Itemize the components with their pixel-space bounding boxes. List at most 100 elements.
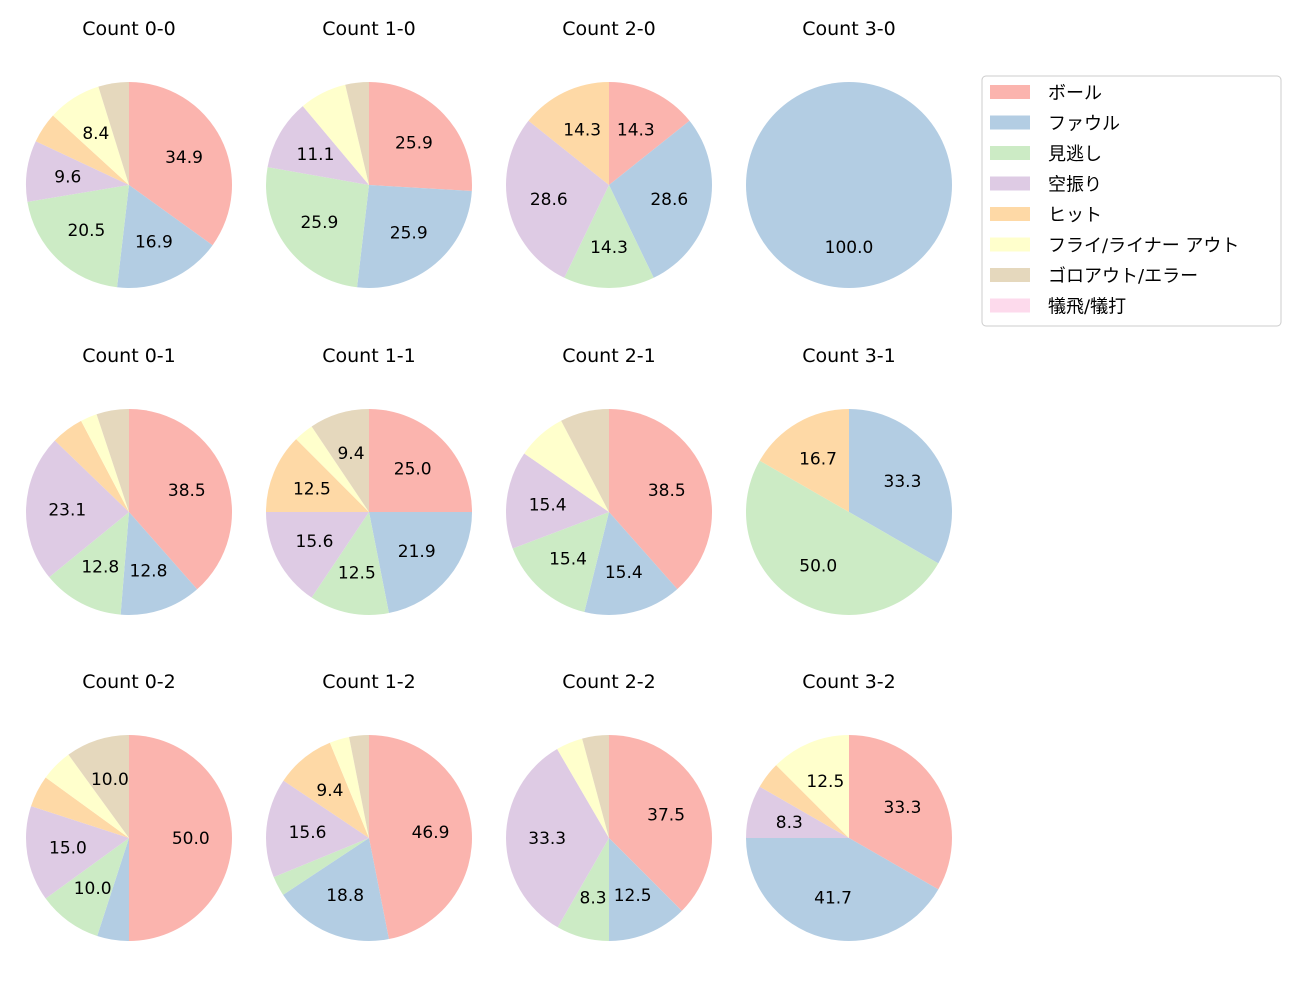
pie-slice [609,838,682,941]
pie-slice [369,409,472,512]
pie-slice [369,512,472,614]
legend-swatch [990,207,1030,221]
legend-entry: ボール [1048,83,1102,104]
slice-label: 15.6 [296,532,334,552]
pie-slice [524,420,609,512]
slice-label: 10.0 [91,770,129,790]
pie-slice [564,185,654,289]
slice-label: 25.9 [395,134,433,154]
slice-label: 11.1 [297,145,335,165]
legend-swatch [990,85,1030,99]
pie-slice [505,749,609,928]
pie-slice [266,780,369,878]
slice-label: 15.4 [549,549,587,569]
pie-slice [129,735,232,941]
slice-label: 12.5 [614,886,652,906]
pie-slice [512,512,609,613]
legend-entry: 犠飛/犠打 [1048,297,1126,318]
pie-slice [345,82,369,185]
pie-slice [759,765,849,838]
pie-slice [120,512,198,615]
pie-title: Count 2-1 [562,345,656,367]
pie-slice [266,439,369,512]
pie-slice [283,742,369,838]
legend-entry: ゴロアウト/エラー [1048,266,1198,287]
pie-slice [745,460,939,616]
pie-slice [283,838,389,941]
pie-title: Count 2-0 [562,18,656,40]
slice-label: 38.5 [648,481,686,501]
slice-label: 15.6 [289,823,327,843]
pie-title: Count 3-1 [802,345,896,367]
legend-swatch [990,115,1030,130]
pie-slice [129,409,232,590]
slice-label: 12.5 [338,564,376,584]
slice-label: 25.9 [300,213,338,233]
slice-label: 16.9 [135,233,173,253]
slice-label: 14.3 [563,120,601,140]
slice-label: 46.9 [412,823,450,843]
pie-slice [81,414,129,512]
slice-label: 8.4 [82,124,109,144]
pie-slice [849,735,953,890]
pie-slice [746,82,952,288]
pie-slice [45,754,129,838]
pie-slice [25,141,129,202]
slice-label: 9.4 [316,781,343,801]
pie-slice [369,82,472,191]
pie-slice [582,735,609,838]
slice-label: 12.8 [130,562,168,582]
pie-slice [296,426,369,512]
pie-title: Count 3-2 [802,671,896,693]
slice-label: 25.9 [390,223,428,243]
slice-label: 8.3 [580,889,607,909]
legend-box [981,75,1282,327]
pie-title: Count 3-0 [802,18,896,40]
legend-swatch [990,268,1030,282]
pie-slice [26,806,129,899]
slice-label: 50.0 [172,829,210,849]
slice-label: 41.7 [814,889,852,909]
pie-slice [609,735,712,911]
legend-swatch [990,176,1030,191]
pie-slice [329,736,369,838]
slice-label: 9.4 [337,444,364,464]
pie-slice [302,84,369,185]
slice-label: 10.0 [74,879,112,899]
pie-slice [561,409,609,512]
slice-label: 34.9 [165,148,203,168]
slice-label: 37.5 [647,805,685,825]
slice-label: 15.0 [49,839,87,859]
pie-slice [584,512,678,615]
pie-title: Count 1-1 [322,345,416,367]
pie-slice [609,409,712,590]
pie-slice [54,420,130,512]
slice-label: 33.3 [528,829,566,849]
legend-entry: フライ/ライナー アウト [1048,236,1239,257]
pie-slice [311,512,389,615]
legend-swatch [990,298,1030,313]
slice-label: 16.7 [799,450,837,470]
slice-label: 50.0 [799,557,837,577]
pie-slice [609,82,690,185]
pie-slice [26,440,129,578]
slice-label: 14.3 [617,120,655,140]
pie-slice [349,735,369,838]
slice-label: 23.1 [48,500,86,520]
pie-slice [96,409,129,512]
slice-label: 100.0 [825,238,874,258]
pie-slice [369,735,473,940]
slice-label: 18.8 [326,886,364,906]
pie-slice [52,86,130,185]
pie-slice [266,512,369,598]
pie-title: Count 1-0 [322,18,416,40]
slice-label: 28.6 [650,190,688,210]
pie-slice [35,115,130,185]
slice-label: 25.0 [394,459,432,479]
pie-slice [528,82,609,185]
slice-label: 21.9 [398,542,436,562]
pie-slice [265,167,369,288]
slice-label: 33.3 [884,798,922,818]
